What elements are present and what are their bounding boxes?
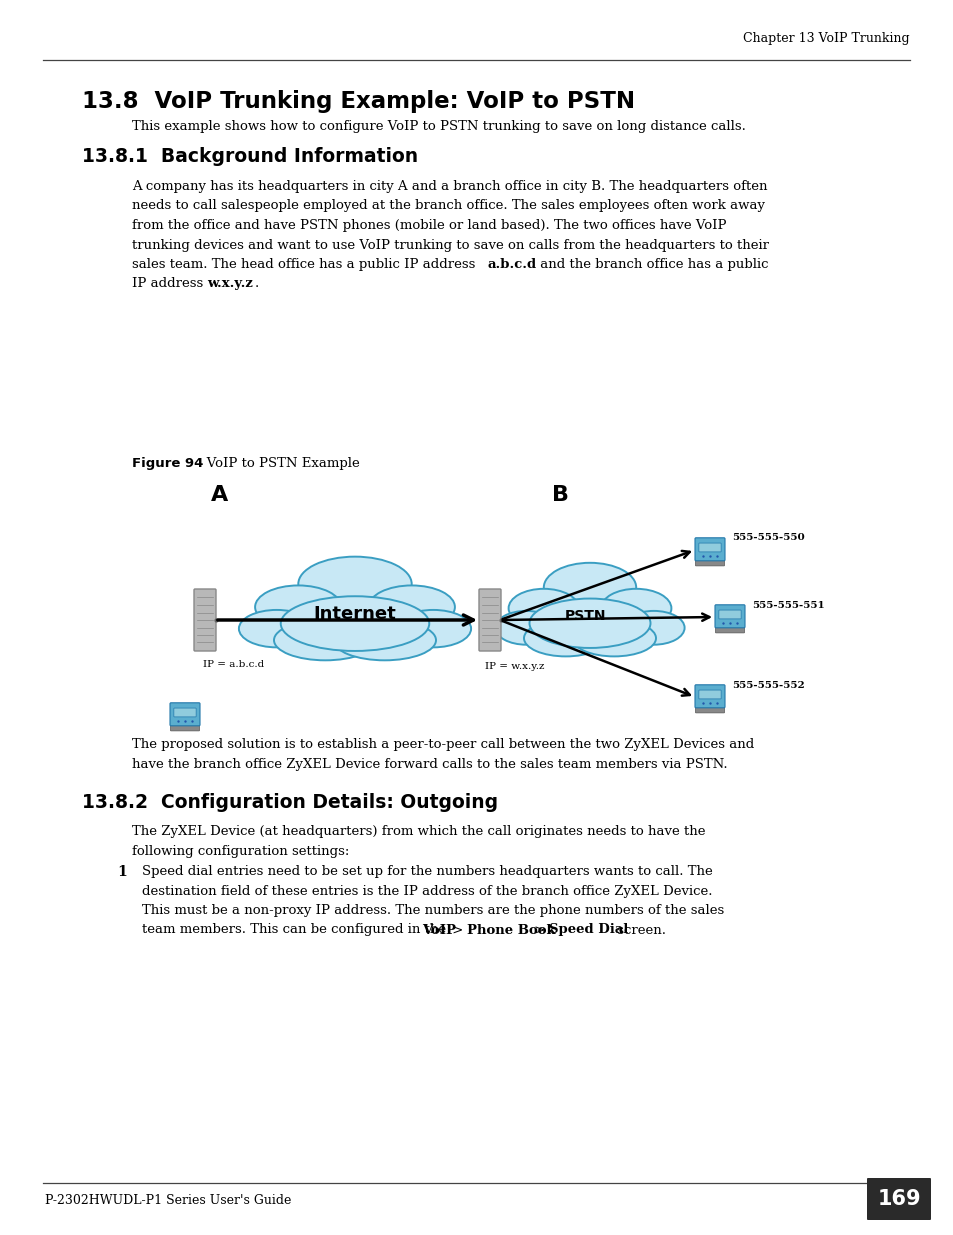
Text: Chapter 13 VoIP Trunking: Chapter 13 VoIP Trunking xyxy=(742,32,909,44)
Text: This must be a non-proxy IP address. The numbers are the phone numbers of the sa: This must be a non-proxy IP address. The… xyxy=(142,904,723,918)
Ellipse shape xyxy=(523,620,607,656)
Text: 13.8.2  Configuration Details: Outgoing: 13.8.2 Configuration Details: Outgoing xyxy=(82,793,497,811)
FancyBboxPatch shape xyxy=(699,690,720,699)
FancyBboxPatch shape xyxy=(170,703,200,726)
Text: PSTN: PSTN xyxy=(563,609,605,622)
FancyBboxPatch shape xyxy=(714,605,744,627)
FancyBboxPatch shape xyxy=(478,589,500,651)
Text: screen.: screen. xyxy=(613,924,665,936)
Text: The ZyXEL Device (at headquarters) from which the call originates needs to have : The ZyXEL Device (at headquarters) from … xyxy=(132,825,705,839)
Text: VoIP: VoIP xyxy=(421,924,456,936)
Ellipse shape xyxy=(529,599,650,648)
Ellipse shape xyxy=(368,585,455,629)
Text: 13.8.1  Background Information: 13.8.1 Background Information xyxy=(82,147,417,165)
FancyBboxPatch shape xyxy=(715,627,743,632)
Text: Speed dial entries need to be set up for the numbers headquarters wants to call.: Speed dial entries need to be set up for… xyxy=(142,864,712,878)
Ellipse shape xyxy=(495,611,557,645)
Text: 13.8  VoIP Trunking Example: VoIP to PSTN: 13.8 VoIP Trunking Example: VoIP to PSTN xyxy=(82,90,635,112)
Text: team members. This can be configured in the: team members. This can be configured in … xyxy=(142,924,450,936)
Text: IP address: IP address xyxy=(132,278,208,290)
Text: Figure 94: Figure 94 xyxy=(132,457,203,471)
Text: IP = w.x.y.z: IP = w.x.y.z xyxy=(484,662,544,671)
FancyBboxPatch shape xyxy=(699,543,720,552)
Ellipse shape xyxy=(543,563,636,613)
Text: from the office and have PSTN phones (mobile or land based). The two offices hav: from the office and have PSTN phones (mo… xyxy=(132,219,726,232)
Ellipse shape xyxy=(572,620,656,656)
Text: 555-555-551: 555-555-551 xyxy=(751,600,824,610)
FancyBboxPatch shape xyxy=(695,537,724,561)
Text: 555-555-552: 555-555-552 xyxy=(731,680,804,689)
Text: B: B xyxy=(551,485,568,505)
Text: >: > xyxy=(530,924,549,936)
Ellipse shape xyxy=(508,589,578,627)
FancyBboxPatch shape xyxy=(866,1178,930,1220)
Text: VoIP to PSTN Example: VoIP to PSTN Example xyxy=(193,457,359,471)
Text: needs to call salespeople employed at the branch office. The sales employees oft: needs to call salespeople employed at th… xyxy=(132,200,764,212)
Text: Speed Dial: Speed Dial xyxy=(549,924,628,936)
Text: This example shows how to configure VoIP to PSTN trunking to save on long distan: This example shows how to configure VoIP… xyxy=(132,120,745,133)
Ellipse shape xyxy=(333,620,436,661)
Text: P-2302HWUDL-P1 Series User's Guide: P-2302HWUDL-P1 Series User's Guide xyxy=(45,1194,292,1207)
FancyBboxPatch shape xyxy=(719,610,740,619)
Ellipse shape xyxy=(395,610,471,647)
Text: sales team. The head office has a public IP address: sales team. The head office has a public… xyxy=(132,258,479,270)
Text: following configuration settings:: following configuration settings: xyxy=(132,845,349,857)
FancyBboxPatch shape xyxy=(173,708,196,716)
Text: w.x.y.z: w.x.y.z xyxy=(207,278,253,290)
Ellipse shape xyxy=(600,589,671,627)
Text: Internet: Internet xyxy=(314,605,395,622)
FancyBboxPatch shape xyxy=(193,589,215,651)
Ellipse shape xyxy=(274,620,376,661)
Text: The proposed solution is to establish a peer-to-peer call between the two ZyXEL : The proposed solution is to establish a … xyxy=(132,739,754,751)
Text: 1: 1 xyxy=(117,864,127,879)
Text: 169: 169 xyxy=(876,1189,920,1209)
Text: 555-555-550: 555-555-550 xyxy=(731,534,804,542)
Text: A company has its headquarters in city A and a branch office in city B. The head: A company has its headquarters in city A… xyxy=(132,180,767,193)
FancyBboxPatch shape xyxy=(695,684,724,708)
Text: IP = a.b.c.d: IP = a.b.c.d xyxy=(203,659,264,669)
Text: >: > xyxy=(447,924,467,936)
Text: have the branch office ZyXEL Device forward calls to the sales team members via : have the branch office ZyXEL Device forw… xyxy=(132,758,727,771)
FancyBboxPatch shape xyxy=(695,559,723,566)
Text: .: . xyxy=(254,278,259,290)
Ellipse shape xyxy=(238,610,314,647)
Text: Phone Book: Phone Book xyxy=(466,924,555,936)
Ellipse shape xyxy=(280,597,429,651)
FancyBboxPatch shape xyxy=(695,706,723,713)
Text: a.b.c.d: a.b.c.d xyxy=(487,258,537,270)
Ellipse shape xyxy=(622,611,684,645)
Ellipse shape xyxy=(254,585,341,629)
FancyBboxPatch shape xyxy=(171,725,199,731)
Ellipse shape xyxy=(298,557,412,611)
Text: and the branch office has a public: and the branch office has a public xyxy=(535,258,767,270)
Text: A: A xyxy=(212,485,229,505)
Text: trunking devices and want to use VoIP trunking to save on calls from the headqua: trunking devices and want to use VoIP tr… xyxy=(132,238,768,252)
Text: destination field of these entries is the IP address of the branch office ZyXEL : destination field of these entries is th… xyxy=(142,884,712,898)
